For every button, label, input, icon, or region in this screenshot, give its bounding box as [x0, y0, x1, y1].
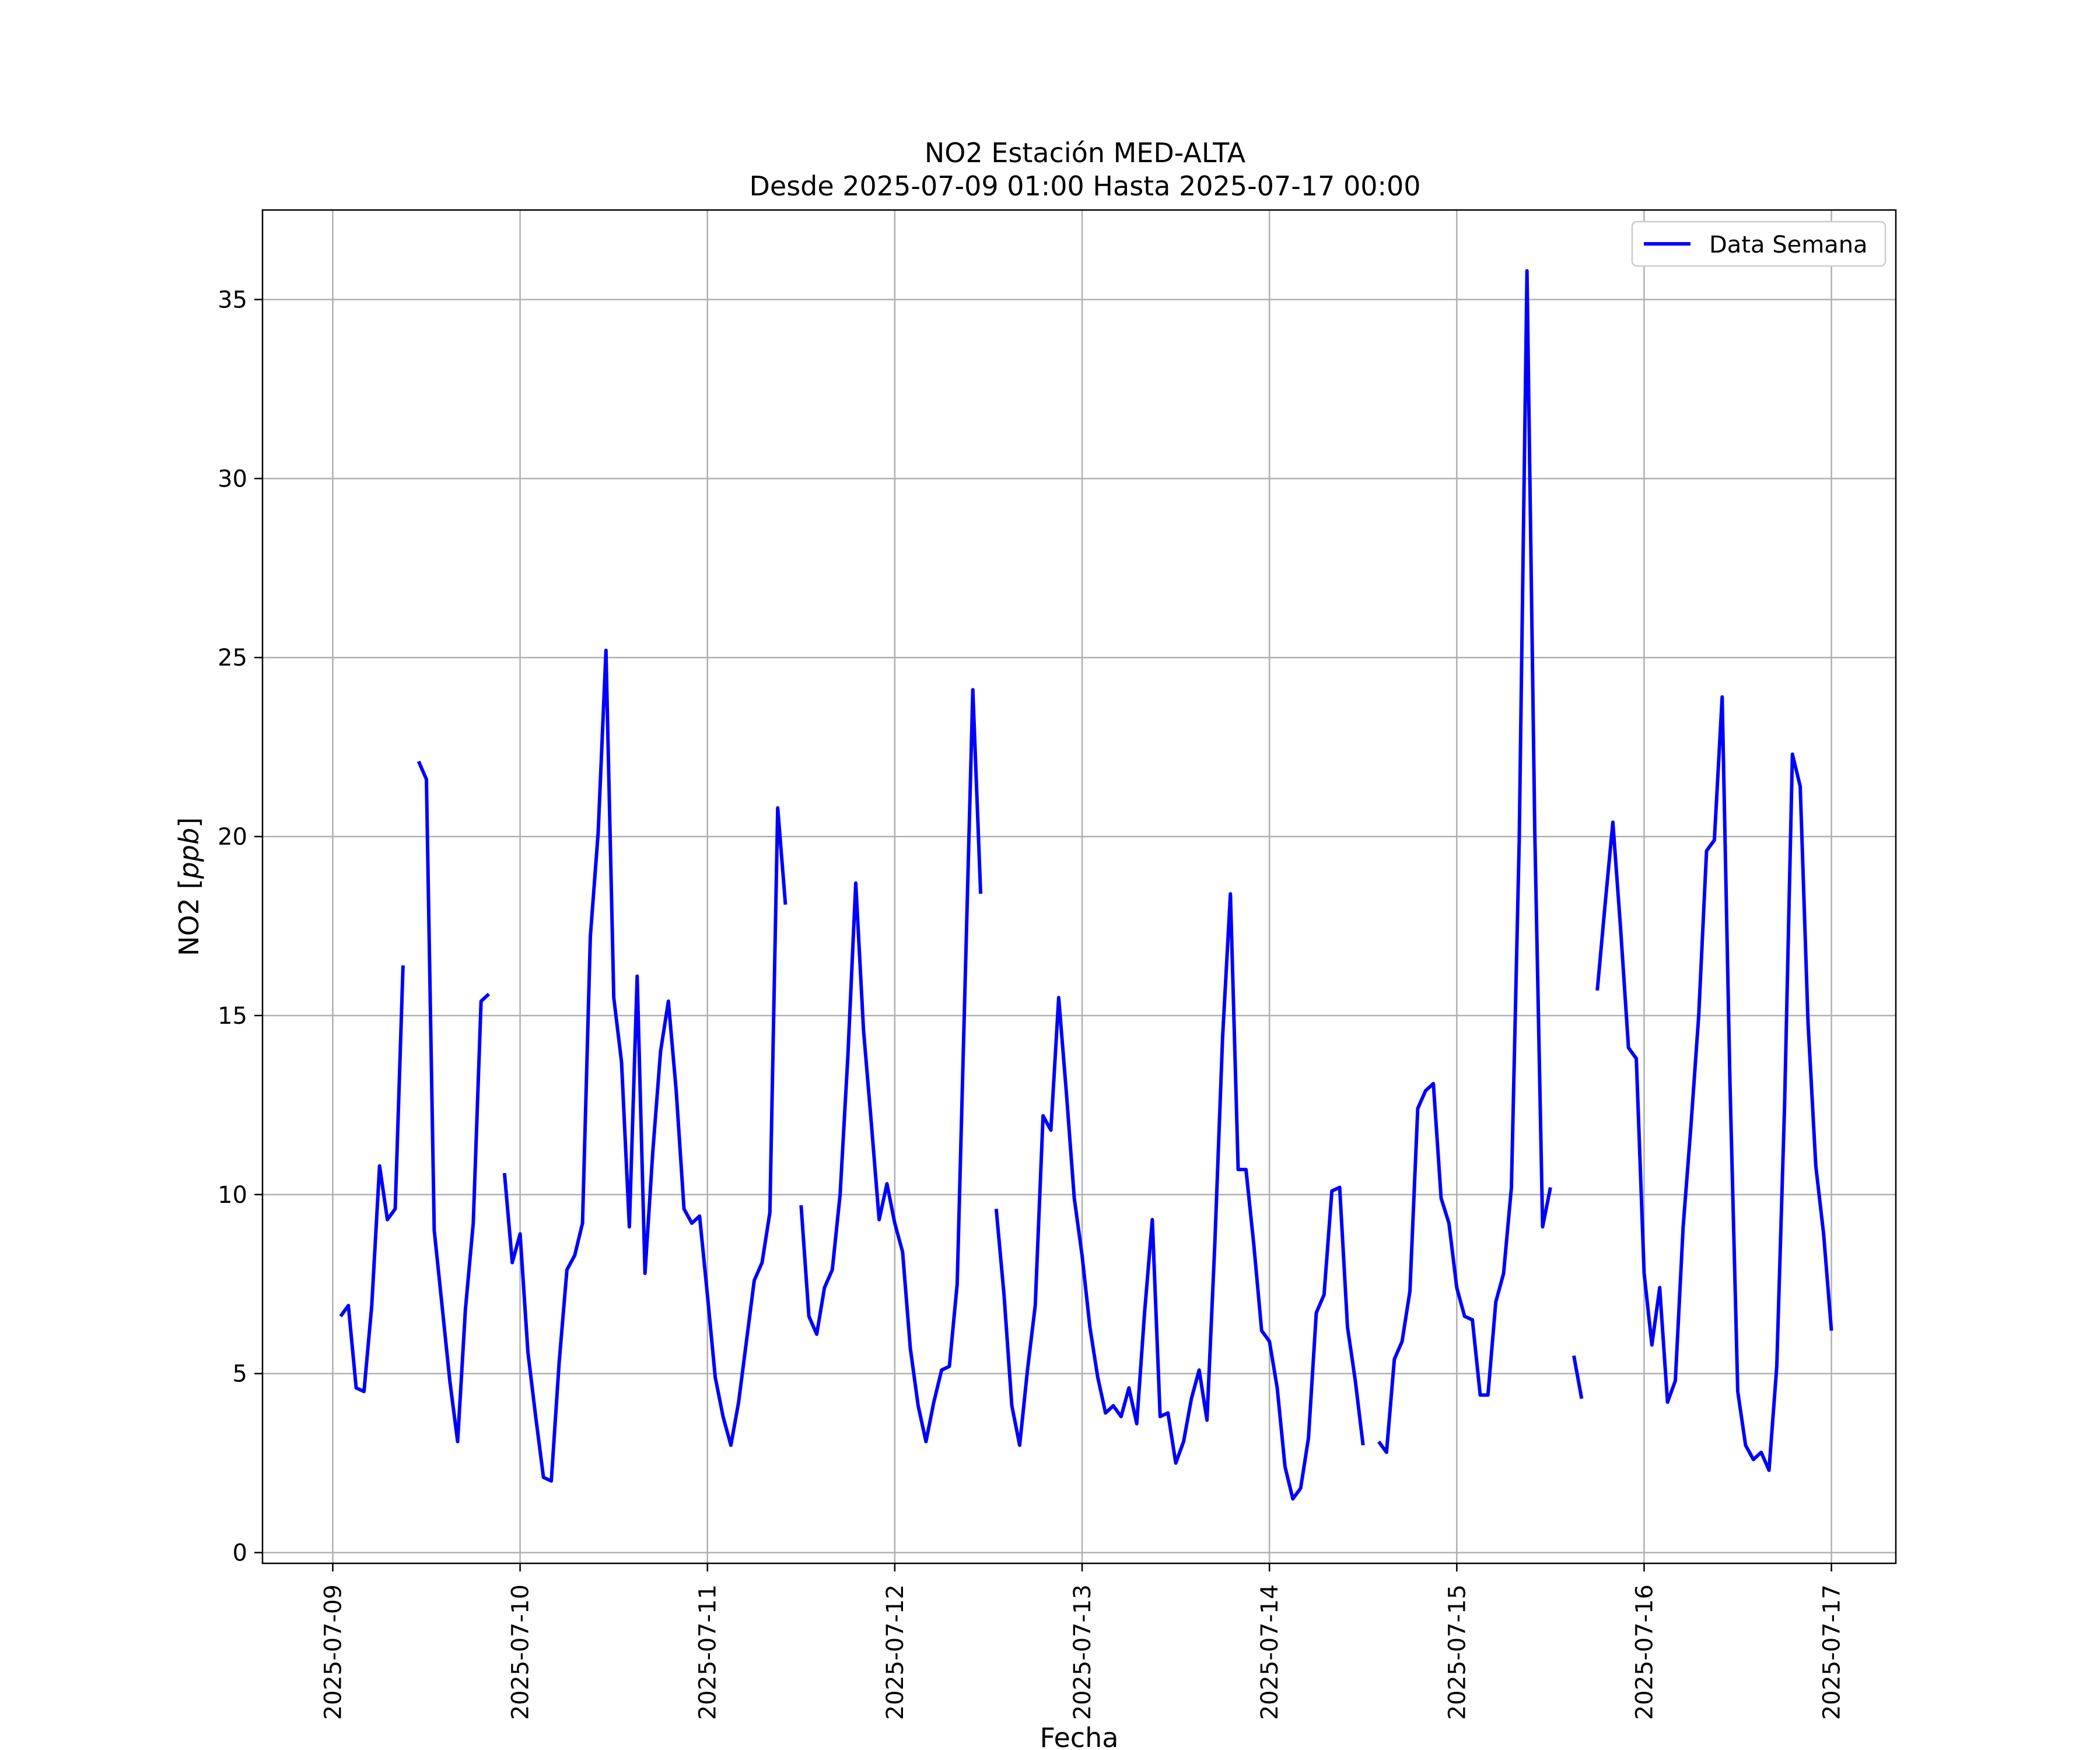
series-data-semana: [339, 269, 1833, 1501]
x-tick-label: 2025-07-11: [695, 1584, 722, 1720]
grid-lines: [262, 210, 1896, 1563]
x-tick-label: 2025-07-09: [320, 1584, 346, 1720]
y-tick-label: 25: [218, 645, 247, 671]
x-tick-label: 2025-07-12: [882, 1584, 909, 1720]
y-axis-ticks: 0 5 10 15 20 25 30 35: [218, 286, 262, 1567]
y-tick-label: 15: [218, 1003, 247, 1030]
y-tick-label: 5: [233, 1361, 247, 1388]
y-tick-label: 10: [218, 1182, 247, 1209]
series-line-segment: [994, 892, 1365, 1501]
x-tick-label: 2025-07-16: [1631, 1584, 1658, 1720]
plot-frame: [261, 209, 1897, 1564]
y-tick-label: 20: [218, 824, 247, 850]
series-line-segment: [416, 760, 491, 1444]
x-axis-label: Fecha: [1040, 1722, 1119, 1750]
series-line-segment: [1595, 695, 1833, 1472]
y-tick-label: 0: [233, 1540, 247, 1567]
chart-title: NO2 Estación MED-ALTA: [925, 137, 1246, 169]
legend-label: Data Semana: [1709, 232, 1868, 258]
legend: Data Semana: [1631, 220, 1887, 267]
series-line-segment: [799, 688, 983, 1444]
x-tick-label: 2025-07-13: [1069, 1584, 1096, 1720]
series-line-segment: [502, 648, 788, 1483]
series-line-segment: [339, 965, 405, 1394]
y-axis-label: NO2 [ppb]: [173, 817, 205, 956]
series-line-segment: [1572, 1355, 1584, 1399]
x-tick-label: 2025-07-17: [1819, 1584, 1846, 1720]
legend-box: [1631, 220, 1887, 267]
x-tick-label: 2025-07-15: [1444, 1584, 1471, 1720]
y-tick-label: 30: [218, 466, 247, 492]
x-tick-label: 2025-07-10: [508, 1584, 534, 1720]
series-line-segment: [1377, 269, 1552, 1454]
x-axis-ticks: 2025-07-09 2025-07-10 2025-07-11 2025-07-12…: [320, 1563, 1846, 1720]
y-tick-label: 35: [218, 286, 247, 313]
x-tick-label: 2025-07-14: [1256, 1584, 1283, 1720]
chart-subtitle: Desde 2025-07-09 01:00 Hasta 2025-07-17 …: [749, 170, 1420, 202]
